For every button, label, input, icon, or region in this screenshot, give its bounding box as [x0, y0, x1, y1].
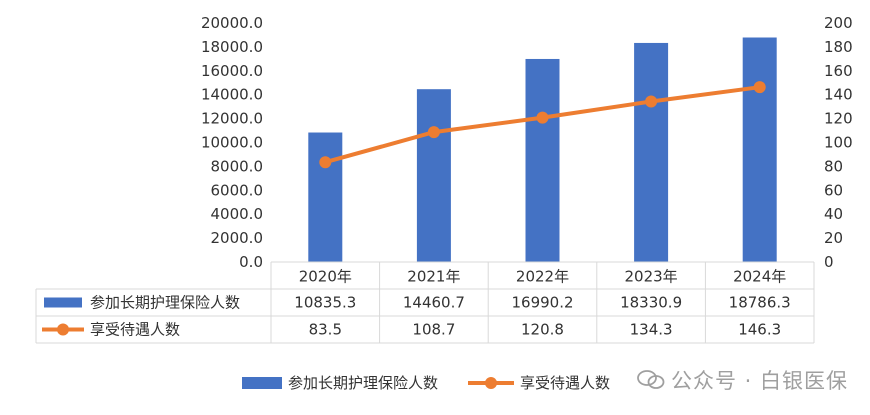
y-left-tick-label: 2000.0	[211, 229, 264, 247]
line-point	[753, 81, 766, 94]
y-right-tick-label: 100	[824, 134, 853, 152]
y-right-tick-label: 160	[824, 62, 853, 80]
y-left-tick-label: 16000.0	[201, 62, 263, 80]
y-right-tick-label: 140	[824, 86, 853, 104]
bar	[416, 89, 451, 262]
bar	[525, 58, 560, 263]
table-value: 108.7	[412, 321, 455, 339]
y-right-tick-label: 60	[824, 181, 843, 199]
bar	[742, 37, 777, 262]
watermark: 公众号 · 白银医保	[637, 365, 848, 395]
y-right-tick-label: 20	[824, 229, 843, 247]
table-legend-key-point	[57, 323, 69, 336]
x-tick-label: 2022年	[516, 268, 569, 286]
line-point	[427, 126, 440, 139]
table-series-name: 享受待遇人数	[90, 321, 180, 339]
table-value: 120.8	[521, 321, 564, 339]
y-right-tick-label: 120	[824, 110, 853, 128]
y-left-tick-label: 14000.0	[201, 86, 263, 104]
legend-label: 参加长期护理保险人数	[288, 374, 438, 392]
y-left-tick-label: 12000.0	[201, 110, 263, 128]
line-point	[319, 156, 332, 169]
line-point	[645, 95, 658, 108]
table-value: 18330.9	[620, 294, 682, 312]
legend-label: 享受待遇人数	[520, 374, 610, 392]
table-series-name: 参加长期护理保险人数	[90, 294, 240, 312]
y-left-tick-label: 4000.0	[211, 205, 264, 223]
line-point	[536, 111, 549, 124]
y-right-tick-label: 200	[824, 14, 853, 32]
x-tick-label: 2020年	[299, 268, 352, 286]
y-left-tick-label: 10000.0	[201, 134, 263, 152]
watermark-text: 公众号 · 白银医保	[670, 369, 848, 393]
table-value: 134.3	[630, 321, 673, 339]
y-left-tick-label: 18000.0	[201, 38, 263, 56]
y-left-tick-label: 0.0	[239, 253, 263, 271]
legend-key-point	[485, 377, 497, 389]
wechat-icon	[637, 370, 665, 389]
y-left-tick-label: 6000.0	[211, 181, 264, 199]
x-tick-label: 2023年	[625, 268, 678, 286]
y-right-tick-label: 180	[824, 38, 853, 56]
table-value: 14460.7	[403, 294, 465, 312]
x-tick-label: 2024年	[733, 268, 786, 286]
table-value: 83.5	[309, 321, 342, 339]
bar	[308, 132, 343, 262]
y-right-tick-label: 40	[824, 205, 843, 223]
y-right-tick-label: 0	[824, 253, 834, 271]
y-left-tick-label: 8000.0	[211, 157, 264, 175]
table-value: 146.3	[738, 321, 781, 339]
y-right-tick-label: 80	[824, 157, 843, 175]
bar	[634, 42, 669, 263]
table-value: 18786.3	[729, 294, 791, 312]
table-value: 10835.3	[294, 294, 356, 312]
table-legend-key-bar	[44, 297, 82, 308]
x-tick-label: 2021年	[407, 268, 460, 286]
legend-key-bar	[242, 377, 282, 389]
table-value: 16990.2	[511, 294, 573, 312]
y-left-tick-label: 20000.0	[201, 14, 263, 32]
